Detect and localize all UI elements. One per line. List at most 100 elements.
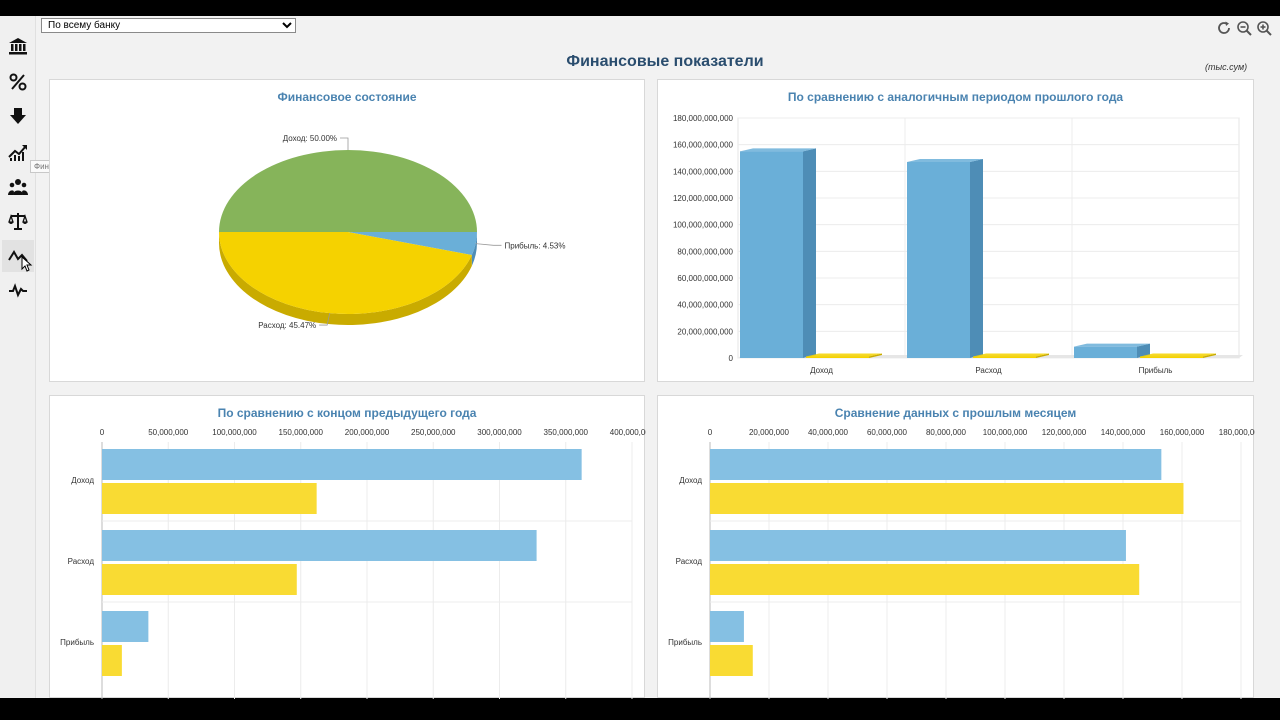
y-tick-label: 60,000,000,000 [677, 274, 733, 283]
pie-label-line [475, 243, 502, 246]
pie-data-label: Доход: 50.00% [283, 134, 337, 143]
people-icon [8, 179, 28, 195]
x-tick-label: 50,000,000 [148, 428, 189, 437]
sidebar-item-financial[interactable] [2, 240, 34, 272]
bar-top [1140, 353, 1216, 357]
x-tick-label: 250,000,000 [411, 428, 456, 437]
bar [710, 483, 1184, 514]
x-category-label: Расход [975, 366, 1002, 375]
sidebar-item-down[interactable] [2, 100, 34, 132]
sidebar-item-bank[interactable] [2, 30, 34, 62]
y-category-label: Расход [676, 557, 703, 566]
bar [710, 564, 1140, 595]
bar [710, 449, 1162, 480]
month-bar-chart: 0 20,000,000 40,000,000 60,000,000 80,000,00… [668, 428, 1255, 699]
x-tick-label: 200,000,000 [345, 428, 390, 437]
bar [710, 611, 744, 642]
year-end-bar-chart: 0 50,000,000 100,000,000 150,000,000 200,000… [60, 428, 646, 699]
x-category-label: Прибыль [1139, 366, 1173, 375]
down-arrow-icon [10, 108, 26, 124]
bar-top [740, 148, 816, 152]
bank-icon [9, 38, 27, 55]
bar [710, 645, 753, 676]
pie-slice [348, 232, 477, 256]
chart-title: По сравнению с концом предыдущего года [217, 406, 477, 420]
refresh-icon[interactable] [1216, 20, 1232, 36]
pie-slice-side [471, 232, 477, 267]
branch-select[interactable]: По всему банку [41, 18, 296, 33]
y-tick-label: 80,000,000,000 [677, 247, 733, 256]
panel-year-end-comparison: По сравнению с концом предыдущего года 0… [49, 395, 646, 699]
y-tick-label: 160,000,000,000 [673, 141, 734, 150]
bar [740, 151, 803, 358]
x-tick-label: 20,000,000 [749, 428, 790, 437]
yoy-bar-chart: 0 20,000,000,000 40,000,000,000 60,000,000,… [673, 114, 1243, 375]
x-tick-label: 0 [708, 428, 713, 437]
plot-area [737, 117, 1240, 359]
x-tick-label: 100,000,000 [983, 428, 1028, 437]
x-tick-label: 120,000,000 [1042, 428, 1087, 437]
x-tick-label: 160,000,000 [1160, 428, 1205, 437]
bar-top [806, 353, 882, 357]
pie-label-line [319, 313, 331, 326]
mouse-cursor-icon [21, 256, 33, 272]
bar [1140, 356, 1203, 358]
x-tick-label: 80,000,000 [926, 428, 967, 437]
bar-top [907, 159, 983, 162]
pie-data-label: Прибыль: 4.53% [505, 241, 566, 250]
bar [907, 162, 970, 358]
chart-title: Сравнение данных с прошлым месяцем [834, 406, 1077, 420]
y-tick-label: 100,000,000,000 [673, 221, 734, 230]
scales-icon [8, 213, 28, 230]
pie-slice [219, 232, 472, 314]
dashboard-screen: Финансовые показатели По всему банку Фин… [0, 16, 1280, 699]
sidebar-item-pulse[interactable] [2, 274, 34, 306]
x-tick-label: 150,000,000 [279, 428, 324, 437]
sidebar-item-growth[interactable] [2, 136, 34, 168]
y-category-label: Доход [679, 476, 702, 485]
growth-chart-icon [8, 145, 27, 161]
bar-side [1036, 353, 1049, 358]
bar [102, 483, 317, 514]
bar-top [1074, 343, 1150, 347]
x-category-label: Доход [810, 366, 833, 375]
y-tick-label: 0 [729, 354, 734, 363]
sidebar [0, 16, 36, 698]
y-category-label: Расход [68, 557, 95, 566]
y-tick-label: 120,000,000,000 [673, 194, 734, 203]
bar-side [1203, 353, 1216, 358]
x-tick-label: 60,000,000 [867, 428, 908, 437]
x-tick-label: 300,000,000 [477, 428, 522, 437]
bar-top [973, 353, 1049, 357]
bar [102, 449, 582, 480]
sidebar-item-scales[interactable] [2, 205, 34, 237]
bar [1074, 346, 1137, 358]
unit-label: (тыс.сум) [1205, 62, 1248, 72]
bar [102, 564, 297, 595]
bar [102, 611, 149, 642]
pie-chart: Доход: 50.00% Прибыль: 4.53% Расход: 45.47… [219, 134, 566, 330]
x-tick-label: 40,000,000 [808, 428, 849, 437]
x-tick-label: 350,000,000 [544, 428, 589, 437]
y-tick-label: 40,000,000,000 [677, 301, 733, 310]
y-tick-label: 20,000,000,000 [677, 327, 733, 336]
zoom-out-icon[interactable] [1236, 20, 1252, 36]
page-title: Финансовые показатели [566, 53, 764, 70]
panel-yoy-comparison: По сравнению с аналогичным периодом прош… [657, 79, 1254, 382]
bar [806, 356, 869, 358]
zoom-in-icon[interactable] [1256, 20, 1272, 36]
x-tick-label: 100,000,000 [212, 428, 257, 437]
bar-side [803, 148, 816, 358]
chart-title: Финансовое состояние [277, 90, 417, 104]
percent-icon [9, 73, 27, 91]
sidebar-item-people[interactable] [2, 171, 34, 203]
panel-financial-state: Финансовое состояние Доход: 50.00% Прибыл… [49, 79, 645, 382]
y-tick-label: 140,000,000,000 [673, 167, 734, 176]
panel-month-comparison: Сравнение данных с прошлым месяцем 0 20,0… [657, 395, 1255, 699]
y-category-label: Прибыль [60, 638, 94, 647]
x-tick-label: 400,000,000 [610, 428, 646, 437]
bar [102, 645, 122, 676]
y-tick-label: 180,000,000,000 [673, 114, 734, 123]
bar [102, 530, 537, 561]
sidebar-item-percent[interactable] [2, 66, 34, 98]
